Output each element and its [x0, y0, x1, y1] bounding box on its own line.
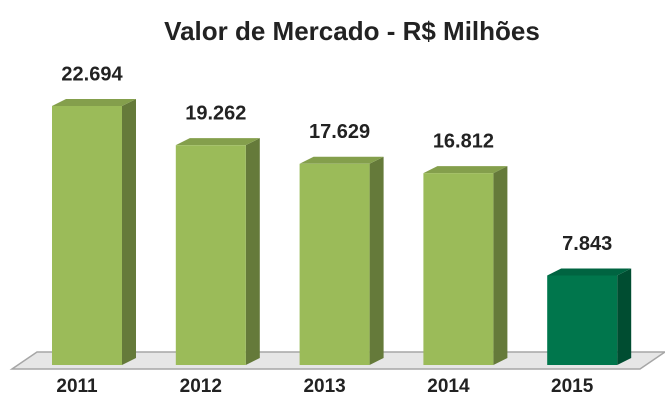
- bar-side: [122, 99, 136, 365]
- bar-side: [245, 138, 260, 365]
- bar-side: [617, 268, 632, 365]
- value-label: 19.262: [185, 102, 246, 124]
- bar-top: [299, 156, 384, 164]
- bar-side: [369, 156, 384, 365]
- bar-top: [52, 99, 136, 106]
- x-tick-label: 2014: [427, 376, 470, 397]
- bar: [299, 163, 370, 365]
- bar-side: [493, 166, 508, 365]
- value-label: 7.843: [562, 233, 612, 255]
- bar: [175, 145, 246, 365]
- x-tick-label: 2011: [56, 376, 98, 397]
- bar-top: [547, 268, 632, 276]
- bar: [423, 173, 494, 365]
- x-tick-label: 2015: [551, 376, 594, 397]
- value-label: 22.694: [61, 63, 123, 85]
- bar-top: [175, 138, 260, 146]
- chart-title: Valor de Mercado - R$ Milhões: [164, 16, 540, 46]
- bar: [52, 106, 122, 365]
- value-label: 16.812: [433, 130, 494, 152]
- value-label: 17.629: [309, 121, 370, 143]
- x-tick-label: 2013: [303, 376, 345, 397]
- x-tick-label: 2012: [180, 376, 222, 397]
- bar: [547, 275, 618, 365]
- bar-top: [423, 166, 508, 174]
